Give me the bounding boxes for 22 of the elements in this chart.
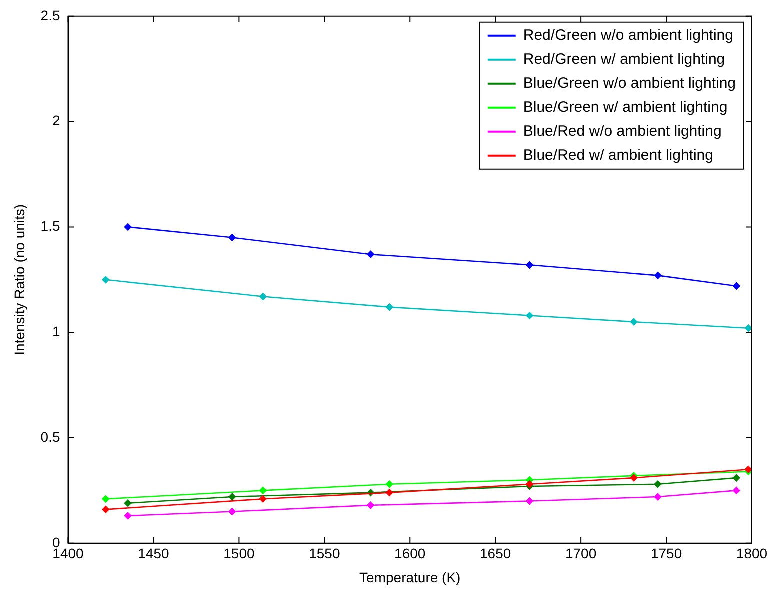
legend-label: Red/Green w/ ambient lighting: [523, 51, 726, 68]
y-tick-label: 0.5: [40, 428, 60, 445]
y-tick-label: 1.5: [40, 218, 60, 234]
x-tick-label: 1750: [650, 546, 682, 562]
x-tick-label: 1500: [224, 546, 255, 562]
legend-label: Blue/Green w/ ambient lighting: [523, 99, 728, 116]
x-tick-label: 1550: [309, 546, 340, 562]
y-tick-label: 2: [52, 112, 60, 129]
legend-label: Blue/Green w/o ambient lighting: [523, 75, 736, 92]
y-tick-label: 2.5: [40, 7, 60, 24]
x-tick-label: 1800: [736, 546, 768, 562]
x-tick-label: 1450: [138, 546, 170, 562]
legend-label: Blue/Red w/o ambient lighting: [523, 123, 722, 140]
x-tick-label: 1700: [565, 546, 597, 562]
legend-label: Red/Green w/o ambient lighting: [523, 27, 734, 44]
legend-label: Blue/Red w/ ambient lighting: [523, 147, 714, 164]
y-tick-label: 1: [52, 323, 60, 340]
y-axis-title: Intensity Ratio (no units): [11, 204, 28, 356]
x-axis-title: Temperature (K): [360, 569, 461, 586]
x-tick-label: 1600: [394, 546, 426, 562]
y-tick-label: 0: [52, 534, 60, 550]
x-tick-label: 1650: [480, 546, 512, 562]
